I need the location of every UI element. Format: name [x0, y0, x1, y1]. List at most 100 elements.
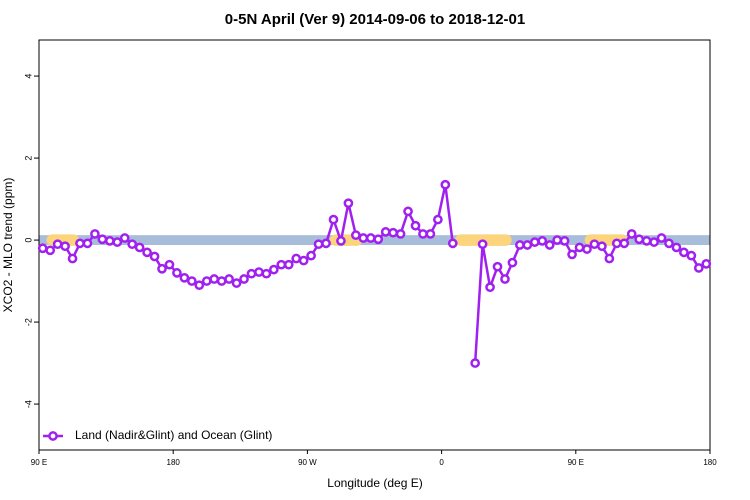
point [343, 198, 354, 209]
point [201, 276, 212, 286]
point [634, 234, 645, 245]
y-tick-label: -2 [23, 318, 33, 326]
point [328, 214, 339, 225]
point [395, 229, 406, 239]
point [97, 234, 108, 245]
point [567, 249, 577, 260]
point [403, 206, 413, 217]
point [477, 239, 488, 250]
point [626, 229, 637, 239]
point [522, 240, 533, 250]
point [336, 236, 346, 246]
point [589, 239, 600, 250]
point [619, 238, 630, 249]
point [686, 250, 697, 261]
y-tick-label: 2 [23, 156, 33, 161]
point [291, 253, 302, 264]
x-tick-label: 90 E [31, 458, 47, 467]
point [447, 238, 458, 249]
point [544, 240, 555, 250]
point [90, 229, 100, 239]
point [75, 238, 85, 249]
point [433, 214, 443, 225]
x-tick-label: 90 W [298, 458, 317, 467]
point [604, 253, 615, 264]
point [559, 236, 570, 246]
point [298, 255, 309, 266]
point [82, 238, 93, 249]
point [679, 247, 689, 258]
point [373, 234, 384, 245]
point [276, 259, 287, 270]
x-tick-label: 0 [439, 458, 444, 467]
x-tick-label: 90 E [568, 458, 584, 467]
point [37, 243, 48, 254]
series-line [42, 184, 707, 364]
point [485, 282, 495, 293]
point [656, 233, 667, 243]
point [172, 268, 182, 278]
point [45, 245, 56, 256]
point [52, 239, 63, 250]
point [671, 242, 682, 253]
point [664, 238, 674, 249]
point [209, 274, 220, 284]
point [157, 263, 167, 274]
point [410, 220, 421, 231]
point [283, 259, 294, 270]
point [351, 230, 361, 241]
point [231, 278, 242, 288]
point [611, 238, 622, 249]
point [515, 240, 525, 250]
point [440, 179, 451, 190]
point [365, 233, 376, 243]
point [269, 264, 279, 275]
y-axis-title: XCO2 - MLO trend (ppm) [1, 178, 15, 313]
x-tick-label: 180 [703, 458, 717, 467]
point [537, 236, 548, 246]
point [701, 259, 712, 269]
y-tick-label: -4 [23, 400, 33, 408]
y-tick-label: 0 [23, 238, 33, 243]
point [60, 241, 70, 252]
x-axis-title: Longitude (deg E) [327, 476, 422, 490]
point [254, 267, 264, 277]
point [179, 272, 190, 283]
y-tick-label: 4 [23, 74, 33, 79]
point [358, 233, 369, 243]
point [321, 238, 331, 249]
point [186, 276, 197, 286]
point [470, 358, 480, 368]
point [216, 276, 227, 286]
point [649, 237, 659, 247]
point [104, 236, 115, 246]
point [425, 229, 436, 239]
point [507, 257, 518, 268]
point [67, 253, 78, 264]
point [313, 239, 324, 250]
point [418, 229, 428, 239]
point [149, 251, 160, 262]
point [239, 274, 249, 284]
point [388, 227, 398, 238]
point [306, 250, 316, 261]
plot-frame [38, 39, 711, 451]
point [582, 244, 592, 254]
legend-label: Land (Nadir&Glint) and Ocean (Glint) [75, 428, 272, 442]
point [380, 227, 391, 237]
point [142, 247, 152, 258]
point [552, 235, 563, 245]
point [112, 237, 123, 247]
point [492, 261, 503, 272]
chart-title: 0-5N April (Ver 9) 2014-09-06 to 2018-12… [225, 11, 525, 28]
point [134, 242, 145, 253]
point [529, 237, 540, 247]
legend-marker [48, 431, 58, 441]
point [597, 241, 607, 252]
point [574, 242, 585, 253]
point [261, 268, 272, 279]
x-tick-label: 180 [167, 458, 181, 467]
point [693, 263, 704, 273]
point [119, 233, 130, 243]
